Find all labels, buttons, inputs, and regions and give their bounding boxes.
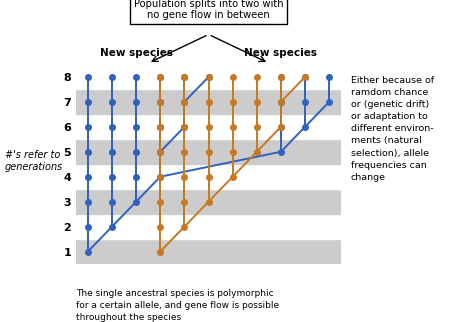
Text: Population splits into two with
no gene flow in between: Population splits into two with no gene …	[134, 0, 283, 21]
Bar	[76, 89, 341, 114]
Text: Either because of
ramdom chance
or (genetic drift)
or adaptation to
different en: Either because of ramdom chance or (gene…	[351, 76, 434, 182]
Bar	[76, 189, 341, 214]
Bar	[76, 214, 341, 239]
Text: #'s refer to
generations: #'s refer to generations	[5, 150, 63, 172]
Bar	[76, 64, 341, 89]
Text: New species: New species	[245, 48, 318, 58]
Text: The single ancestral species is polymorphic
for a certain allele, and gene flow : The single ancestral species is polymorp…	[76, 289, 279, 322]
Text: New species: New species	[100, 48, 173, 58]
Bar	[76, 114, 341, 139]
Bar	[76, 239, 341, 264]
Bar	[76, 164, 341, 189]
Bar	[76, 139, 341, 164]
